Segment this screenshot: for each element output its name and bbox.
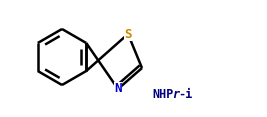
Text: N: N bbox=[114, 82, 122, 95]
Text: r: r bbox=[172, 88, 179, 102]
Text: S: S bbox=[124, 27, 132, 40]
Text: -i: -i bbox=[178, 88, 192, 102]
Text: NHP: NHP bbox=[152, 88, 173, 102]
